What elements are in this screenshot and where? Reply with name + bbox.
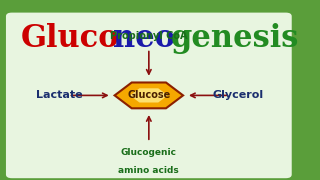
Text: Glycerol: Glycerol xyxy=(212,90,264,100)
FancyBboxPatch shape xyxy=(6,13,292,178)
Text: Glucose: Glucose xyxy=(127,90,171,100)
Text: Glucogenic: Glucogenic xyxy=(121,148,177,157)
Text: Propionyl CoA: Propionyl CoA xyxy=(110,31,188,41)
Text: genesis: genesis xyxy=(170,23,299,54)
Text: neo: neo xyxy=(113,23,175,54)
Polygon shape xyxy=(130,88,168,102)
Polygon shape xyxy=(115,82,183,108)
Text: Lactate: Lactate xyxy=(36,90,83,100)
Text: amino acids: amino acids xyxy=(118,166,179,175)
Text: Gluco: Gluco xyxy=(21,23,119,54)
